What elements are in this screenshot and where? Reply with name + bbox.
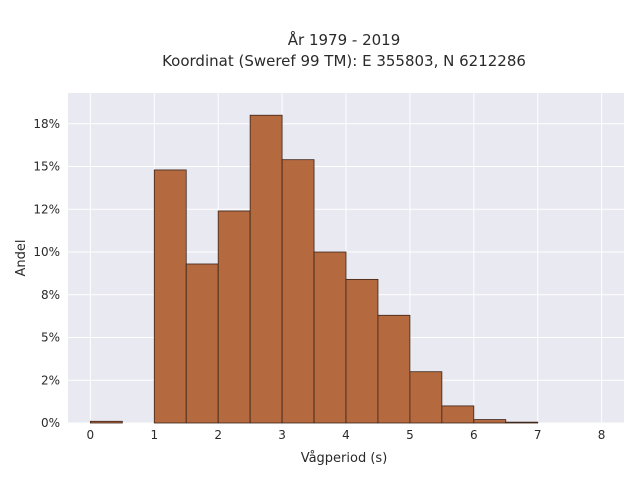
histogram-bar <box>377 314 411 424</box>
histogram-bar <box>473 419 507 424</box>
histogram-bar <box>89 420 123 424</box>
x-tick-label: 5 <box>406 428 414 442</box>
chart-title-line-1: År 1979 - 2019 <box>288 30 401 49</box>
bars <box>89 114 539 424</box>
y-axis-ticks: 0% 2% 5% 8% 10% 12% 15% 18% <box>33 117 60 430</box>
histogram-bar <box>185 263 219 424</box>
x-tick-label: 0 <box>87 428 95 442</box>
y-tick-label: 12% <box>33 202 60 216</box>
histogram-bar <box>281 159 315 424</box>
histogram-bar <box>153 169 187 424</box>
x-axis-label: Vågperiod (s) <box>301 451 388 466</box>
y-tick-label: 8% <box>41 288 60 302</box>
x-tick-label: 2 <box>214 428 222 442</box>
histogram-bar <box>345 278 379 424</box>
y-tick-label: 15% <box>33 160 60 174</box>
histogram-bar <box>441 405 475 424</box>
histogram-bar <box>409 371 443 424</box>
histogram-bar <box>505 421 539 424</box>
y-tick-label: 5% <box>41 331 60 345</box>
x-tick-label: 3 <box>278 428 286 442</box>
histogram-bar <box>249 114 283 424</box>
y-axis-label: Andel <box>14 240 29 277</box>
x-axis-ticks: 0 1 2 3 4 5 6 7 8 <box>87 428 606 442</box>
x-tick-label: 4 <box>342 428 350 442</box>
histogram-bar <box>313 251 347 424</box>
y-tick-label: 2% <box>41 373 60 387</box>
y-tick-label: 0% <box>41 416 60 430</box>
x-tick-label: 7 <box>534 428 542 442</box>
histogram-bar <box>217 210 251 424</box>
y-tick-label: 10% <box>33 245 60 259</box>
chart-title-line-2: Koordinat (Sweref 99 TM): E 355803, N 62… <box>162 52 526 70</box>
x-tick-label: 8 <box>598 428 606 442</box>
x-tick-label: 6 <box>470 428 478 442</box>
x-tick-label: 1 <box>150 428 158 442</box>
y-tick-label: 18% <box>33 117 60 131</box>
